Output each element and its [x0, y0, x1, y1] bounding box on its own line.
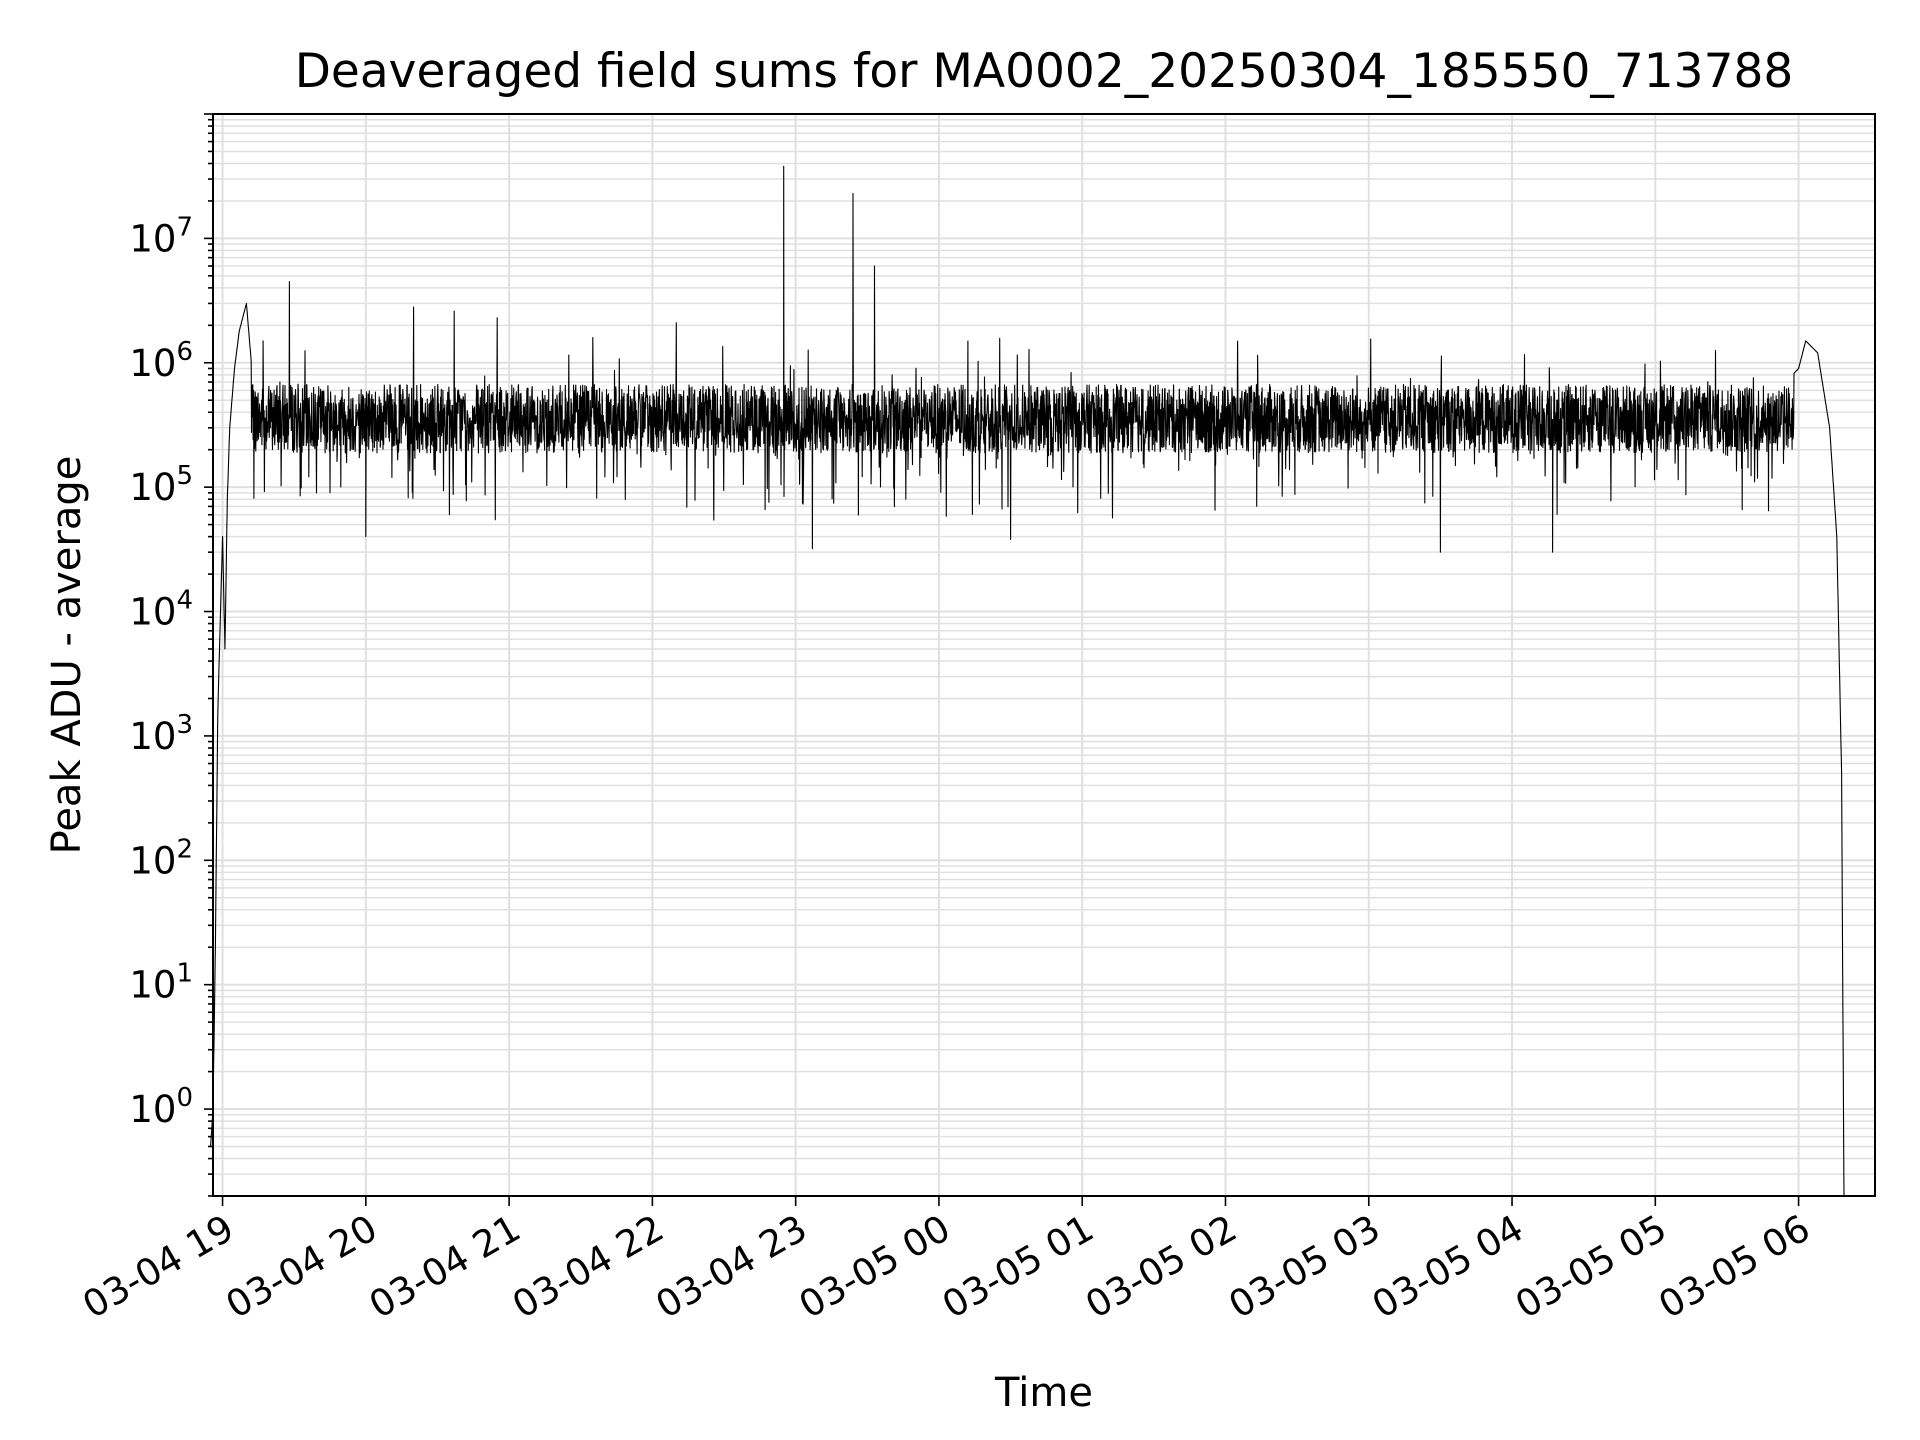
axes-frame	[212, 113, 1876, 1197]
y-tick-label: 103	[129, 710, 193, 758]
y-tick-label: 100	[129, 1083, 193, 1131]
y-axis-label: Peak ADU - average	[44, 456, 90, 855]
x-axis-label: Time	[994, 1370, 1093, 1416]
y-tick-label: 101	[129, 959, 193, 1007]
y-tick-label: 106	[129, 337, 193, 385]
y-tick-label: 105	[129, 461, 193, 509]
plot-area	[210, 165, 1845, 1197]
chart-title: Deaveraged field sums for MA0002_2025030…	[295, 44, 1794, 99]
y-tick-label: 107	[129, 212, 193, 260]
y-tick-label: 104	[129, 586, 193, 634]
data-line-series	[210, 165, 1845, 1197]
y-tick-label: 102	[129, 834, 193, 882]
